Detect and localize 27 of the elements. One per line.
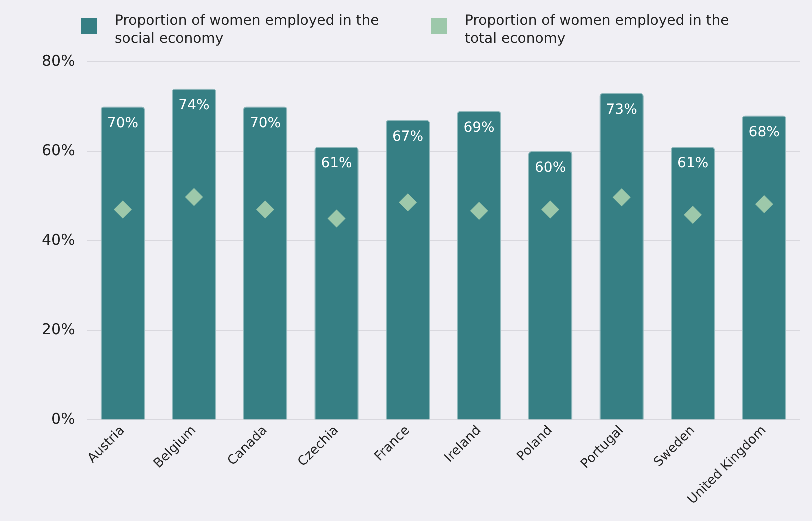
data-label: 67% [392,128,424,145]
point [114,200,132,219]
point [256,200,275,219]
point [755,195,774,214]
data-label: 70% [250,115,282,132]
point [470,202,488,220]
data-label: 73% [606,102,638,118]
data-label: 60% [535,160,566,176]
y-tick-label: 20% [42,320,76,339]
data-label: 69% [464,120,495,136]
point [328,210,346,228]
data-label: 70% [107,115,139,132]
legend-label: Proportion of women employed in the social economy [115,12,380,48]
point [185,188,204,206]
y-tick-label: 0% [52,410,76,428]
point [612,188,631,207]
data-label: 68% [748,124,780,140]
y-tick-label: 40% [42,230,76,249]
data-label: 74% [178,98,210,114]
y-tick-label: 60% [42,141,76,160]
legend-label: Proportion of women employed in the total economy [465,12,730,48]
data-label: 61% [321,156,352,172]
point [542,200,560,219]
data-label: 61% [678,156,709,172]
point [399,194,418,212]
y-tick-label: 80% [42,52,76,70]
point [684,206,702,224]
